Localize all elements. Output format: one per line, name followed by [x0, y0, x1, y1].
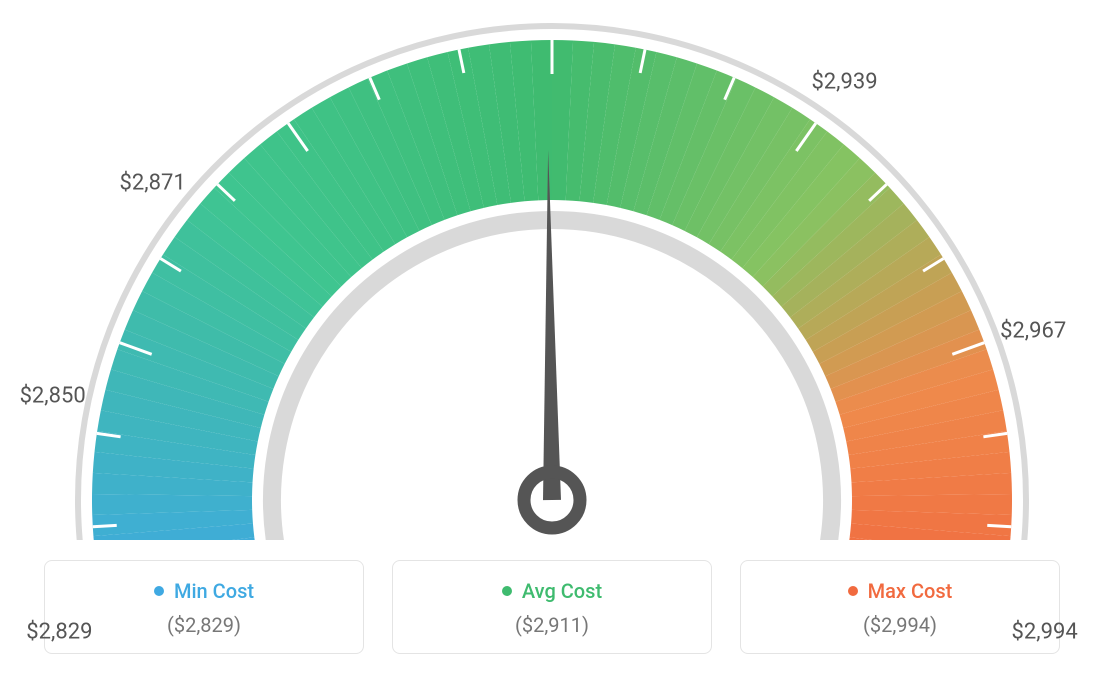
legend-title-max: Max Cost — [848, 579, 953, 603]
gauge-tick-label: $2,850 — [20, 384, 86, 409]
gauge-chart: $2,829$2,850$2,871$2,911$2,939$2,967$2,9… — [0, 0, 1104, 540]
legend-title-text: Avg Cost — [522, 579, 602, 603]
legend-title-text: Min Cost — [174, 579, 254, 603]
gauge-tick-label: $2,911 — [513, 0, 579, 3]
legend-title-avg: Avg Cost — [502, 579, 602, 603]
gauge-tick-label: $2,967 — [1000, 318, 1066, 343]
legend-value-min: ($2,829) — [55, 613, 353, 637]
gauge-svg — [0, 0, 1104, 540]
gauge-tick-label: $2,871 — [120, 170, 186, 195]
gauge-tick-label: $2,939 — [811, 70, 877, 95]
legend-title-min: Min Cost — [154, 579, 254, 603]
legend-dot-icon — [502, 586, 512, 596]
legend-value-avg: ($2,911) — [403, 613, 701, 637]
gauge-tick-label: $2,829 — [26, 619, 92, 644]
legend-card-avg: Avg Cost ($2,911) — [392, 560, 712, 654]
legend-row: Min Cost ($2,829) Avg Cost ($2,911) Max … — [0, 540, 1104, 654]
legend-dot-icon — [154, 586, 164, 596]
gauge-tick-label: $2,994 — [1012, 619, 1078, 644]
legend-dot-icon — [848, 586, 858, 596]
legend-value-max: ($2,994) — [751, 613, 1049, 637]
legend-title-text: Max Cost — [868, 579, 953, 603]
